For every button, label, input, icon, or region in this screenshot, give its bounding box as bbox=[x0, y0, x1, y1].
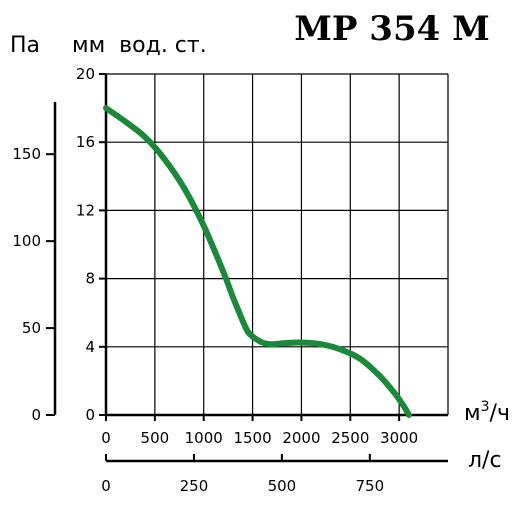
series-layer bbox=[103, 105, 412, 418]
ls-axis-title: л/с bbox=[468, 448, 502, 473]
mm-water-axis-title: мм вод. ст. bbox=[72, 33, 207, 58]
pa-tick-label-0: 0 bbox=[31, 406, 41, 424]
m3h-tick-label-6: 3000 bbox=[380, 429, 418, 447]
ls-tick-label-3: 750 bbox=[356, 477, 385, 495]
pa-axis-title: Па bbox=[10, 33, 40, 58]
pa-tick-label-1: 50 bbox=[22, 319, 41, 337]
mm-tick-label-5: 20 bbox=[76, 65, 95, 83]
grid bbox=[106, 73, 449, 415]
m3h-tick-label-4: 2000 bbox=[282, 429, 320, 447]
m3h-axis-ticks: 0 500 1000 1500 2000 2500 3000 bbox=[101, 415, 418, 447]
plot-frame bbox=[104, 74, 448, 417]
ls-tick-label-1: 250 bbox=[180, 477, 209, 495]
pa-axis: 0 50 100 150 bbox=[12, 102, 57, 424]
chart-title: MP 354 M bbox=[294, 9, 489, 49]
m3h-tick-label-3: 1500 bbox=[233, 429, 271, 447]
m3h-tick-label-5: 2500 bbox=[331, 429, 369, 447]
pa-tick-label-2: 100 bbox=[12, 232, 41, 250]
mm-axis-ticks: 0 4 8 12 16 20 bbox=[76, 65, 106, 424]
m3h-tick-label-1: 500 bbox=[141, 429, 170, 447]
m3h-tick-label-0: 0 bbox=[101, 429, 111, 447]
mm-tick-label-4: 16 bbox=[76, 133, 95, 151]
mm-tick-label-2: 8 bbox=[85, 270, 95, 288]
ls-axis: 0 250 500 750 bbox=[101, 454, 448, 495]
ls-tick-label-0: 0 bbox=[101, 477, 111, 495]
mm-tick-label-3: 12 bbox=[76, 201, 95, 219]
m3h-tick-label-2: 1000 bbox=[185, 429, 223, 447]
series-line-0 bbox=[103, 105, 412, 418]
ls-tick-label-2: 500 bbox=[268, 477, 297, 495]
mm-tick-label-0: 0 bbox=[85, 406, 95, 424]
m3h-axis-title: м3/ч bbox=[464, 399, 510, 426]
pa-tick-label-3: 150 bbox=[12, 145, 41, 163]
mm-tick-label-1: 4 bbox=[85, 338, 95, 356]
